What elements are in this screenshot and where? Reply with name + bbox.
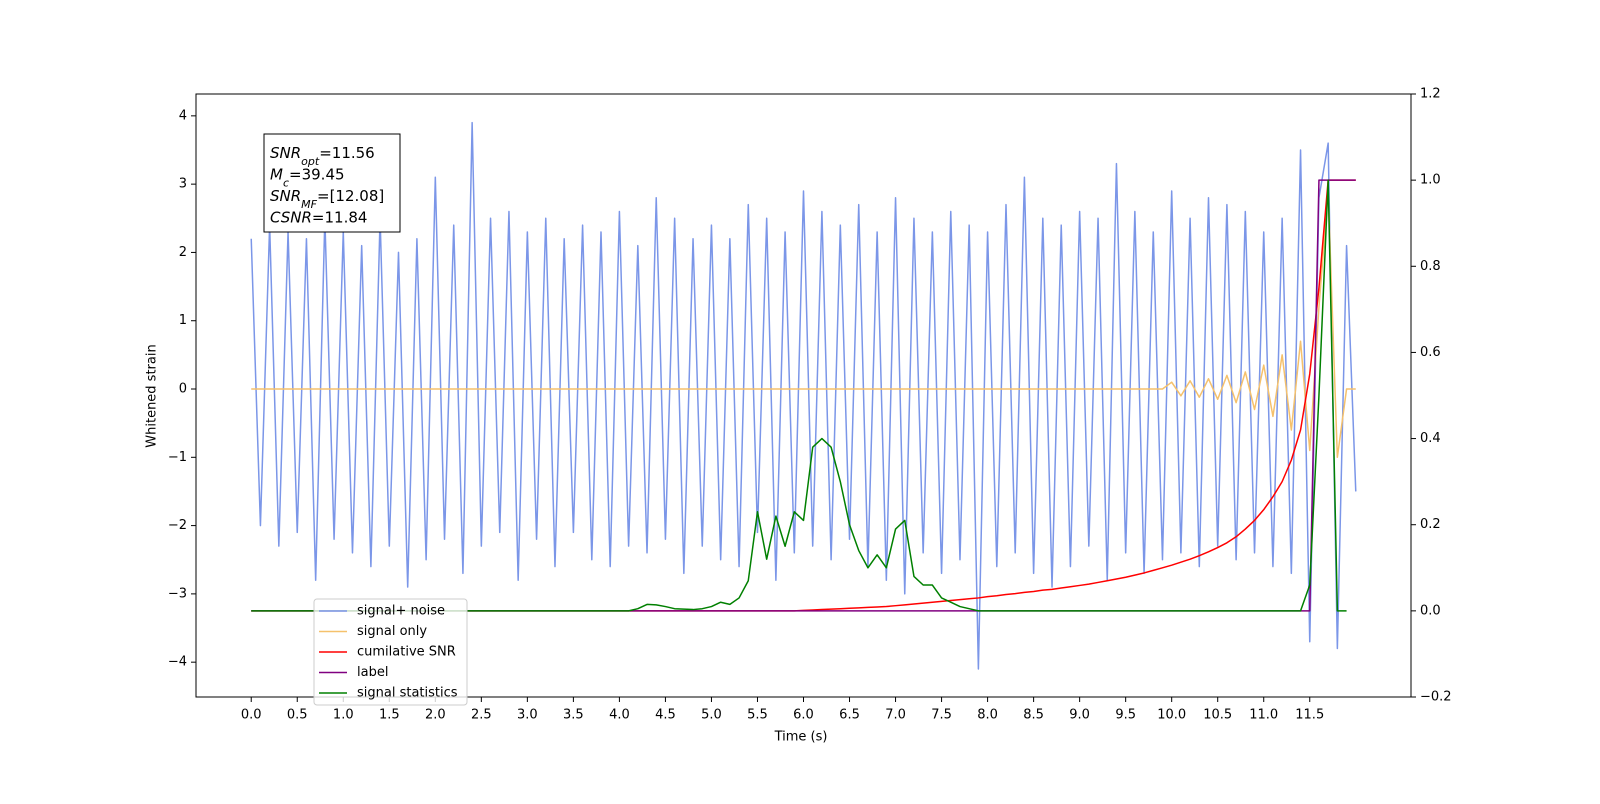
annotation-name: SNR bbox=[270, 187, 301, 205]
x-tick-label: 11.5 bbox=[1295, 708, 1324, 723]
x-tick-label: 5.5 bbox=[747, 708, 768, 723]
y-tick-label: −2 bbox=[168, 518, 187, 533]
y-tick-label: −4 bbox=[168, 655, 187, 670]
legend-label: signal only bbox=[357, 624, 427, 639]
y-tick-label: 2 bbox=[179, 245, 187, 260]
annotation-line: SNRMF=[12.08] bbox=[270, 187, 384, 211]
y2-tick-label: 0.6 bbox=[1420, 345, 1441, 360]
legend-frame bbox=[313, 598, 468, 706]
x-tick-label: 10.5 bbox=[1203, 708, 1232, 723]
y2-tick-label: 1.0 bbox=[1420, 173, 1441, 188]
x-tick-label: 5.0 bbox=[701, 708, 722, 723]
x-tick-label: 10.0 bbox=[1157, 708, 1186, 723]
x-tick-label: 1.0 bbox=[333, 708, 354, 723]
x-tick-label: 2.0 bbox=[425, 708, 446, 723]
x-tick-label: 1.5 bbox=[379, 708, 400, 723]
legend-label: label bbox=[357, 665, 388, 680]
annotation-frame bbox=[263, 133, 401, 233]
legend-label: cumilative SNR bbox=[357, 645, 456, 660]
x-tick-label: 3.0 bbox=[517, 708, 538, 723]
x-tick-label: 9.5 bbox=[1115, 708, 1136, 723]
series-line bbox=[250, 121, 1357, 670]
legend-label: signal statistics bbox=[357, 686, 458, 701]
y-tick-label: −3 bbox=[168, 586, 187, 601]
x-tick-label: 9.0 bbox=[1069, 708, 1090, 723]
annotation-name: SNR bbox=[270, 144, 301, 162]
annotation-value: =[12.08] bbox=[317, 187, 384, 205]
x-tick-label: 8.5 bbox=[1023, 708, 1044, 723]
annotation-value: =39.45 bbox=[289, 166, 345, 184]
annotation-line: SNRopt=11.56 bbox=[270, 144, 375, 168]
y2-tick-label: 0.2 bbox=[1420, 517, 1441, 532]
y-tick-label: 1 bbox=[179, 313, 187, 328]
annotation-line: CSNR=11.84 bbox=[270, 209, 367, 227]
x-tick-label: 4.5 bbox=[655, 708, 676, 723]
annotation-subscript: opt bbox=[301, 155, 320, 168]
y2-tick-label: 0.0 bbox=[1420, 603, 1441, 618]
y2-tick-label: −0.2 bbox=[1420, 690, 1452, 705]
y-tick-label: 3 bbox=[179, 177, 187, 192]
y-tick-label: −1 bbox=[168, 450, 187, 465]
x-tick-label: 3.5 bbox=[563, 708, 584, 723]
x-axis-label: Time (s) bbox=[774, 730, 828, 745]
annotation-subscript: c bbox=[283, 176, 289, 189]
x-tick-label: 6.5 bbox=[839, 708, 860, 723]
x-tick-label: 8.0 bbox=[977, 708, 998, 723]
y-tick-label: 4 bbox=[179, 108, 187, 123]
x-tick-label: 7.5 bbox=[931, 708, 952, 723]
annotation-name: M bbox=[270, 166, 283, 184]
y2-tick-label: 0.8 bbox=[1420, 259, 1441, 274]
x-tick-label: 7.0 bbox=[885, 708, 906, 723]
annotation-value: =11.56 bbox=[319, 144, 375, 162]
legend-label: signal+ noise bbox=[357, 604, 445, 619]
y-axis-label: Whitened strain bbox=[145, 344, 160, 447]
legend: signal+ noise signal only cumilative SNR la… bbox=[313, 598, 468, 706]
y2-tick-label: 1.2 bbox=[1420, 87, 1441, 102]
annotation-name: CSNR bbox=[270, 209, 312, 227]
x-tick-label: 4.0 bbox=[609, 708, 630, 723]
annotation-box: SNRopt=11.56Mc=39.45SNRMF=[12.08]CSNR=11… bbox=[263, 133, 401, 233]
y-tick-label: 0 bbox=[179, 382, 187, 397]
annotation-value: =11.84 bbox=[312, 209, 368, 227]
series-line bbox=[251, 190, 1356, 459]
y2-tick-label: 0.4 bbox=[1420, 431, 1441, 446]
x-tick-label: 11.0 bbox=[1249, 708, 1278, 723]
x-tick-label: 0.5 bbox=[287, 708, 308, 723]
x-tick-label: 0.0 bbox=[241, 708, 262, 723]
annotation-subscript: MF bbox=[301, 198, 317, 211]
annotation-line: Mc=39.45 bbox=[270, 166, 345, 190]
x-tick-label: 6.0 bbox=[793, 708, 814, 723]
x-tick-label: 2.5 bbox=[471, 708, 492, 723]
